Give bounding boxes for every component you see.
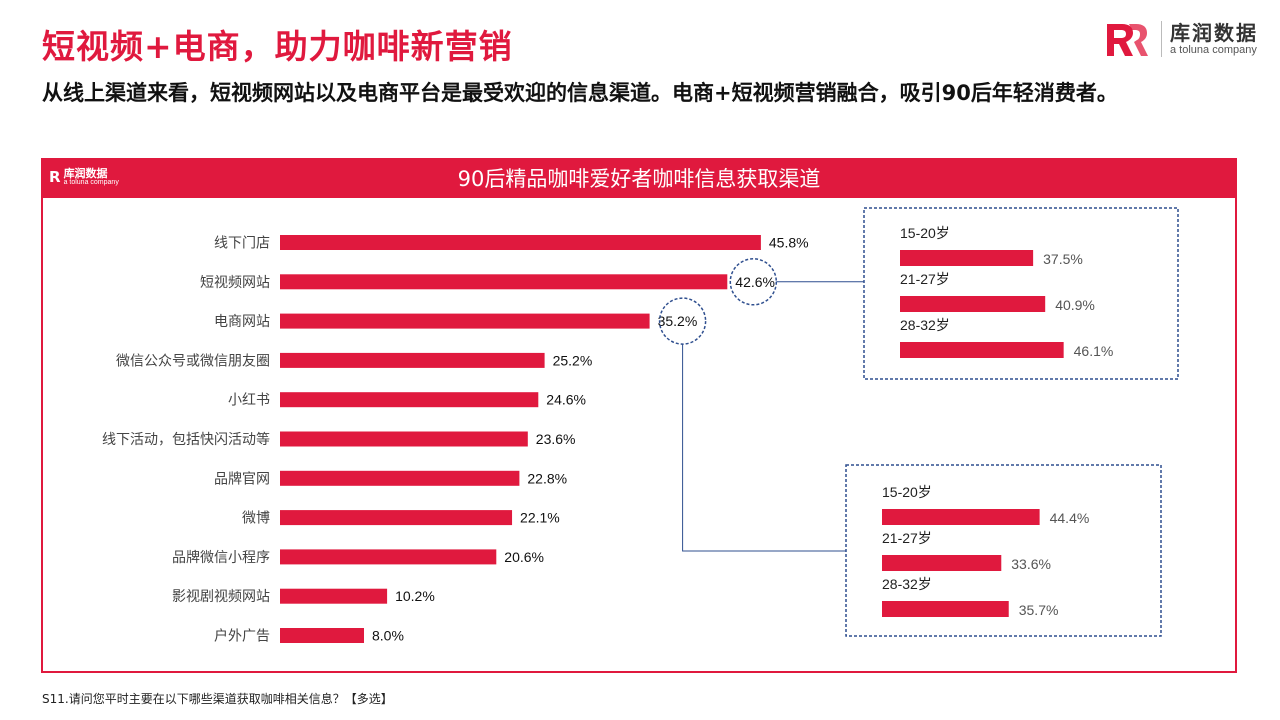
category-label: 户外广告	[214, 628, 270, 645]
chart-logo-name: 库润数据	[63, 167, 108, 180]
breakdown-panel	[845, 464, 1162, 637]
value-label: 35.2%	[658, 313, 698, 329]
sub-value-label: 40.9%	[1055, 297, 1095, 313]
value-label: 10.2%	[395, 588, 435, 604]
page-subtitle: 从线上渠道来看，短视频网站以及电商平台是最受欢迎的信息渠道。电商+短视频营销融合…	[42, 81, 1118, 105]
bar	[280, 313, 650, 329]
age-group-label: 15-20岁	[900, 225, 950, 241]
chart-header: R 库润数据 a toluna company 90后精品咖啡爱好者咖啡信息获取…	[43, 160, 1235, 198]
brand-logo: 库润数据 a toluna company	[1103, 18, 1258, 60]
logo-icon	[1103, 18, 1153, 60]
bar	[280, 274, 728, 290]
chart-panel: R 库润数据 a toluna company 90后精品咖啡爱好者咖啡信息获取…	[41, 158, 1237, 673]
logo-divider	[1161, 21, 1162, 57]
value-label: 22.1%	[520, 510, 560, 526]
survey-question-footnote: S11.请问您平时主要在以下哪些渠道获取咖啡相关信息？【多选】	[42, 692, 393, 706]
age-group-label: 21-27岁	[900, 271, 950, 287]
value-label: 20.6%	[504, 549, 544, 565]
value-label: 22.8%	[527, 470, 567, 486]
chart-logo-mark: R	[49, 168, 61, 186]
age-group-label: 28-32岁	[900, 317, 950, 333]
bar	[280, 470, 520, 486]
category-label: 电商网站	[214, 314, 270, 330]
bar	[280, 510, 513, 526]
sub-value-label: 35.7%	[1019, 602, 1059, 618]
connector-line	[682, 344, 846, 552]
category-label: 品牌官网	[214, 470, 270, 487]
value-label: 42.6%	[735, 274, 775, 290]
chart-title: 90后精品咖啡爱好者咖啡信息获取渠道	[457, 167, 821, 191]
category-label: 影视剧视频网站	[172, 589, 270, 605]
value-label: 24.6%	[546, 392, 586, 408]
page-title: 短视频+电商，助力咖啡新营销	[42, 27, 513, 66]
chart-logo: R 库润数据 a toluna company	[49, 168, 119, 186]
bar	[280, 588, 388, 604]
category-label: 微信公众号或微信朋友圈	[116, 353, 270, 369]
value-label: 45.8%	[769, 235, 809, 251]
category-label: 线下活动，包括快闪活动等	[102, 431, 270, 448]
value-label: 25.2%	[553, 352, 593, 368]
bar	[280, 431, 528, 447]
sub-value-label: 46.1%	[1074, 343, 1114, 359]
sub-bar	[900, 250, 1034, 266]
category-label: 小红书	[228, 393, 270, 409]
age-group-label: 21-27岁	[882, 530, 932, 546]
sub-value-label: 33.6%	[1011, 556, 1051, 572]
brand-tagline: a toluna company	[1170, 43, 1257, 56]
category-label: 线下门店	[214, 236, 270, 252]
sub-bar	[882, 509, 1040, 525]
brand-name: 库润数据	[1170, 20, 1258, 45]
sub-value-label: 44.4%	[1050, 510, 1090, 526]
value-label: 23.6%	[536, 431, 576, 447]
bar-chart: 线下门店 45.8% 短视频网站 42.6% 电商网站 35.2% 微信公众号或微信朋友圈 2…	[102, 207, 1179, 645]
category-label: 短视频网站	[200, 275, 270, 291]
sub-bar	[882, 601, 1009, 617]
bar	[280, 235, 761, 250]
bar	[280, 352, 545, 368]
value-label: 8.0%	[372, 628, 404, 644]
category-label: 品牌微信小程序	[172, 549, 270, 566]
sub-bar	[900, 296, 1046, 312]
breakdown-panel	[863, 207, 1179, 380]
sub-value-label: 37.5%	[1043, 251, 1083, 267]
bar	[280, 628, 364, 643]
bar	[280, 392, 539, 408]
age-group-label: 28-32岁	[882, 576, 932, 592]
bar	[280, 549, 497, 565]
sub-bar	[882, 555, 1002, 571]
category-label: 微博	[242, 510, 270, 527]
chart-logo-tagline: a toluna company	[63, 179, 119, 186]
age-group-label: 15-20岁	[882, 484, 932, 500]
sub-bar	[900, 342, 1064, 358]
